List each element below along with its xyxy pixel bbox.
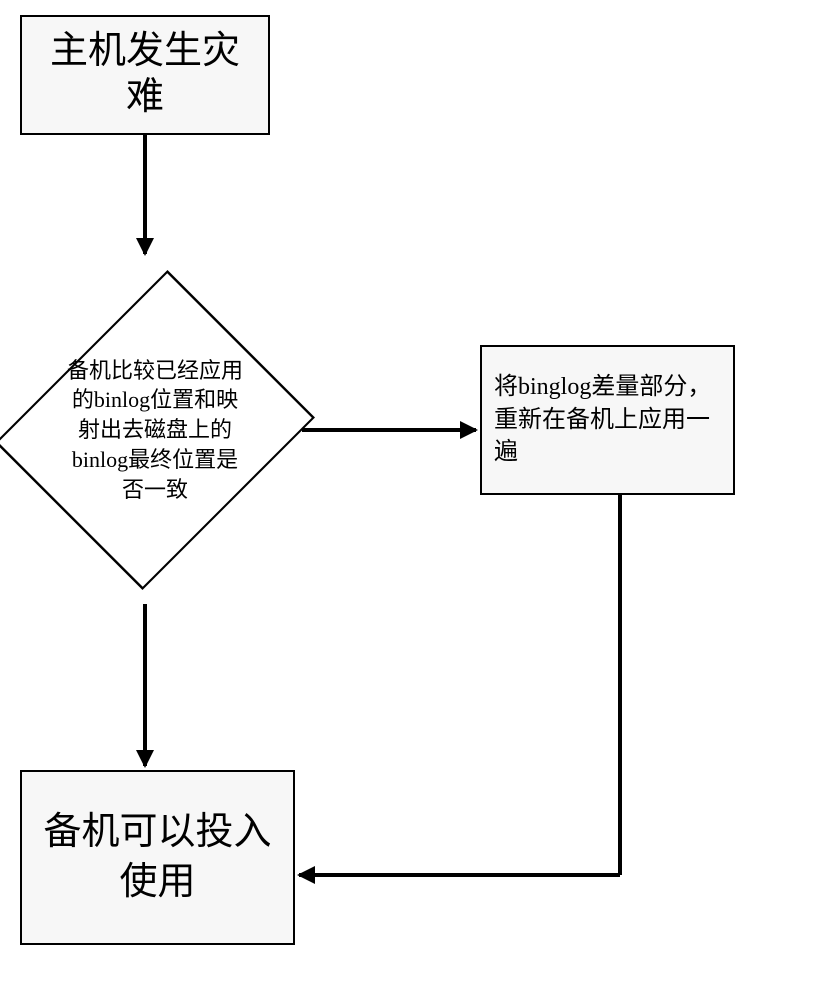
node-text: 主机发生灾难 <box>34 29 256 120</box>
node-apply-binlog-diff: 将binglog差量部分，重新在备机上应用一遍 <box>480 345 735 495</box>
node-master-disaster: 主机发生灾难 <box>20 15 270 135</box>
edge-arrowhead <box>136 238 154 256</box>
node-text: 将binglog差量部分，重新在备机上应用一遍 <box>494 371 721 468</box>
node-standby-ready: 备机可以投入使用 <box>20 770 295 945</box>
edge-line <box>143 135 147 254</box>
edge-line <box>299 873 620 877</box>
edge-line <box>618 495 622 875</box>
node-compare-binlog-decision: 备机比较已经应用的binlog位置和映射出去磁盘上的binlog最终位置是否一致 <box>8 258 303 603</box>
node-text: 备机可以投入使用 <box>34 808 281 907</box>
node-text: 备机比较已经应用的binlog位置和映射出去磁盘上的binlog最终位置是否一致 <box>65 356 245 504</box>
edge-arrowhead <box>136 750 154 768</box>
edge-arrowhead <box>297 866 315 884</box>
edge-arrowhead <box>460 421 478 439</box>
edge-line <box>143 604 147 766</box>
edge-line <box>302 428 476 432</box>
